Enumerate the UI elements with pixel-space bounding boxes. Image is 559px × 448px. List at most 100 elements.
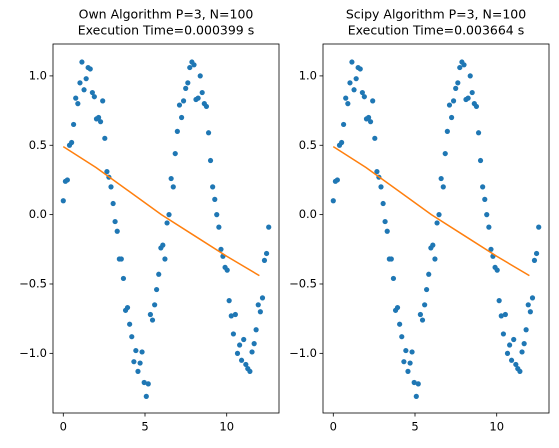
point (334, 177, 340, 183)
point (413, 393, 419, 399)
point (174, 128, 180, 134)
point (527, 309, 533, 315)
point (397, 321, 403, 327)
point (484, 212, 490, 218)
point (494, 267, 500, 273)
point (104, 169, 110, 175)
point (498, 313, 504, 319)
point (205, 130, 212, 136)
point (120, 275, 127, 282)
point (359, 89, 365, 96)
point (488, 246, 494, 252)
point (407, 360, 413, 366)
point (145, 381, 151, 387)
point (340, 121, 347, 128)
point (156, 271, 162, 277)
point (374, 169, 380, 175)
point (434, 220, 440, 226)
point (507, 342, 513, 348)
point (183, 85, 189, 91)
point (197, 73, 203, 79)
point (218, 246, 224, 252)
point (147, 311, 153, 318)
point (422, 302, 428, 308)
point (179, 114, 185, 121)
point (504, 350, 511, 356)
point (87, 66, 93, 72)
point (228, 313, 234, 319)
point (465, 95, 471, 101)
point (349, 59, 355, 65)
point (438, 175, 444, 182)
point (199, 89, 205, 96)
point (81, 87, 87, 93)
point (97, 119, 104, 125)
point (473, 103, 480, 110)
x-tick-label: 5 (141, 420, 148, 434)
chart-title: Own Algorithm P=3, N=100 (79, 7, 254, 22)
point (357, 66, 363, 72)
point (257, 309, 263, 315)
point (164, 220, 170, 226)
point (415, 381, 421, 387)
point (536, 224, 542, 230)
point (419, 317, 426, 323)
point (370, 98, 376, 104)
fit-line (62, 146, 260, 277)
point (457, 64, 463, 71)
point (255, 302, 261, 308)
point (399, 334, 405, 340)
point (160, 242, 166, 248)
point (70, 121, 77, 128)
point (79, 59, 85, 65)
point (372, 135, 378, 141)
point (210, 184, 216, 190)
point (496, 298, 502, 304)
point (162, 256, 168, 262)
x-tick-label: 5 (411, 420, 418, 434)
point (531, 257, 538, 264)
point (486, 224, 492, 230)
point (241, 336, 247, 343)
point (519, 349, 525, 355)
point (251, 341, 257, 347)
point (129, 334, 135, 340)
point (259, 295, 266, 301)
point (394, 304, 401, 311)
point (525, 302, 531, 308)
point (436, 212, 442, 218)
point (411, 379, 417, 386)
point (521, 341, 527, 347)
point (230, 331, 237, 337)
point (114, 228, 120, 234)
chart-title: Execution Time=0.000399 s (78, 23, 255, 38)
point (124, 304, 131, 311)
point (533, 250, 540, 257)
point (353, 76, 359, 82)
x-tick-label: 0 (60, 420, 67, 434)
point (191, 62, 197, 68)
point (523, 327, 529, 333)
y-tick-label: −1.0 (19, 346, 47, 360)
x-tick-label: 10 (219, 420, 234, 434)
point (513, 361, 519, 368)
point (450, 98, 457, 104)
point (149, 317, 156, 323)
point (168, 175, 174, 182)
point (339, 139, 345, 146)
point (143, 393, 149, 399)
point (118, 256, 124, 262)
y-tick-label: −0.5 (289, 276, 317, 290)
point (266, 224, 272, 230)
point (480, 184, 486, 190)
point (424, 286, 430, 293)
point (212, 196, 218, 202)
point (232, 311, 238, 318)
point (83, 76, 89, 82)
point (388, 256, 394, 262)
point (64, 177, 70, 183)
point (347, 80, 353, 86)
point (343, 95, 349, 101)
point (330, 198, 336, 204)
point (409, 349, 415, 355)
